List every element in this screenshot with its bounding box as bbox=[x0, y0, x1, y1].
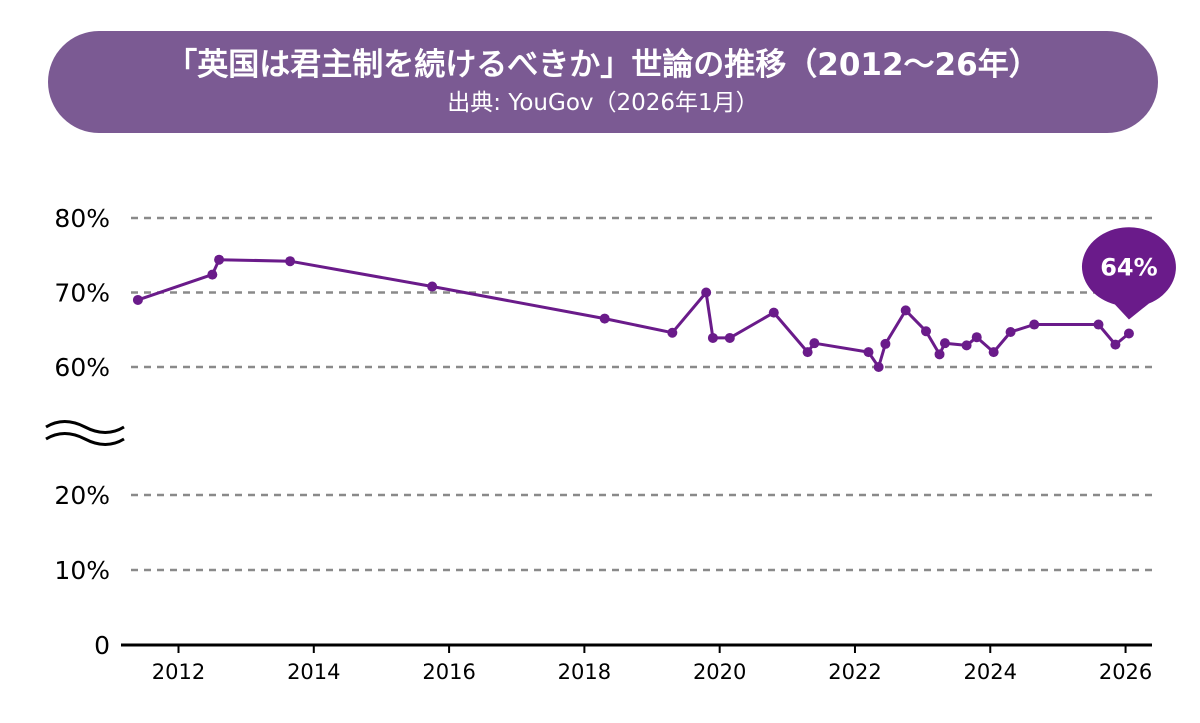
series-line bbox=[137, 258, 1130, 369]
data-point bbox=[707, 332, 718, 343]
data-point bbox=[701, 287, 712, 298]
x-tick-label: 2012 bbox=[152, 660, 205, 684]
x-axis-tick-labels: 2012 2014 2016 2018 2020 2022 2024 2026 bbox=[152, 645, 1152, 684]
x-tick-label: 2014 bbox=[287, 660, 340, 684]
data-point bbox=[667, 327, 678, 338]
chart-source: 出典: YouGov（2026年1月） bbox=[447, 90, 759, 116]
x-tick-label: 2018 bbox=[558, 660, 611, 684]
y-tick-label: 0 bbox=[94, 631, 110, 660]
data-point bbox=[809, 338, 820, 349]
y-tick-label: 20% bbox=[54, 481, 110, 510]
data-point bbox=[1123, 328, 1134, 339]
axis-break-icon bbox=[45, 420, 125, 446]
x-tick-label: 2026 bbox=[1099, 660, 1152, 684]
data-point bbox=[427, 281, 438, 292]
data-point bbox=[880, 338, 891, 349]
x-tick-label: 2022 bbox=[828, 660, 881, 684]
data-point bbox=[934, 349, 945, 360]
x-tick-label: 2020 bbox=[693, 660, 746, 684]
data-point bbox=[921, 326, 931, 337]
data-point bbox=[1110, 339, 1121, 350]
data-point bbox=[1005, 326, 1016, 337]
data-point bbox=[724, 332, 735, 343]
data-point bbox=[599, 313, 610, 324]
data-point bbox=[132, 294, 143, 305]
y-tick-label: 80% bbox=[54, 204, 110, 233]
data-point bbox=[939, 338, 950, 349]
y-tick-label: 10% bbox=[54, 556, 110, 585]
callout-label: 64% bbox=[1100, 253, 1157, 281]
gridlines bbox=[131, 216, 1152, 572]
data-point bbox=[285, 256, 296, 267]
data-point bbox=[802, 347, 813, 358]
x-tick-label: 2016 bbox=[422, 660, 475, 684]
chart-title: 「英国は君主制を続けるべきか」世論の推移（2012〜26年） bbox=[166, 47, 1040, 83]
y-tick-label: 70% bbox=[54, 279, 110, 308]
y-tick-label: 60% bbox=[54, 353, 110, 382]
data-point bbox=[207, 269, 218, 280]
data-point bbox=[961, 340, 972, 351]
data-point bbox=[768, 307, 779, 318]
callout-bubble bbox=[1081, 227, 1176, 320]
y-axis-tick-labels: 0 10% 20% 60% 70% 80% bbox=[54, 204, 110, 660]
data-point bbox=[863, 347, 874, 358]
data-point bbox=[214, 254, 225, 265]
data-points bbox=[132, 254, 1134, 372]
last-value-callout: 64% bbox=[1081, 227, 1176, 320]
data-point bbox=[1029, 319, 1040, 330]
title-banner: 「英国は君主制を続けるべきか」世論の推移（2012〜26年） 出典: YouGo… bbox=[48, 31, 1158, 133]
x-tick-label: 2024 bbox=[964, 660, 1017, 684]
data-point bbox=[971, 332, 982, 343]
data-point bbox=[900, 305, 911, 316]
data-point bbox=[1093, 319, 1104, 330]
data-point bbox=[873, 362, 884, 372]
data-point bbox=[988, 347, 999, 358]
